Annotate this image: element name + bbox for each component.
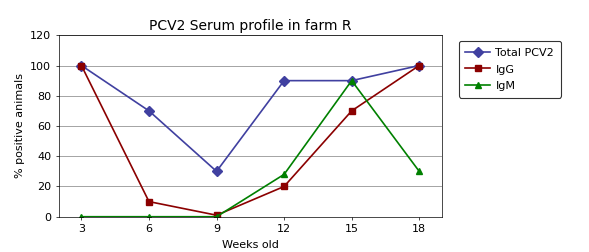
IgG	[213, 214, 220, 217]
Y-axis label: % positive animals: % positive animals	[15, 74, 25, 178]
Total PCV2	[280, 79, 287, 82]
IgG	[145, 200, 153, 203]
Legend: Total PCV2, IgG, IgM: Total PCV2, IgG, IgM	[459, 41, 561, 98]
IgM	[416, 170, 423, 173]
IgM	[78, 215, 85, 218]
Total PCV2	[78, 64, 85, 67]
X-axis label: Weeks old: Weeks old	[222, 240, 279, 250]
Total PCV2	[416, 64, 423, 67]
Title: PCV2 Serum profile in farm R: PCV2 Serum profile in farm R	[149, 19, 352, 33]
IgG	[348, 109, 355, 112]
IgM	[213, 215, 220, 218]
Total PCV2	[213, 170, 220, 173]
IgG	[280, 185, 287, 188]
IgM	[280, 173, 287, 176]
IgG	[416, 64, 423, 67]
Total PCV2	[348, 79, 355, 82]
IgG	[78, 64, 85, 67]
Line: IgM: IgM	[78, 77, 423, 220]
Total PCV2	[145, 109, 153, 112]
Line: Total PCV2: Total PCV2	[78, 62, 423, 175]
IgM	[348, 79, 355, 82]
IgM	[145, 215, 153, 218]
Line: IgG: IgG	[78, 62, 423, 219]
